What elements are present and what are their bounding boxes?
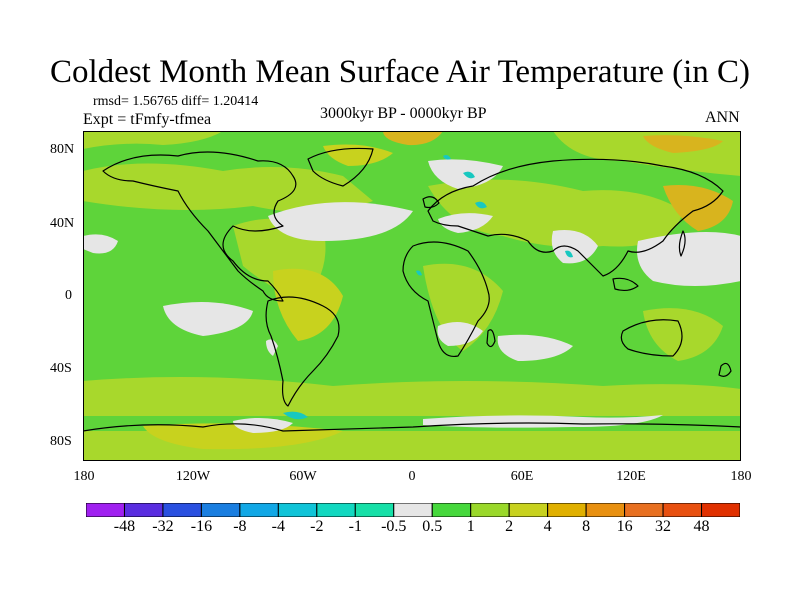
lon-label-180w: 180 — [73, 469, 95, 484]
neutral-anomaly-regions — [83, 159, 741, 433]
colorbar-label: 1 — [466, 518, 475, 535]
colorbar-label: -0.5 — [381, 518, 407, 535]
lon-label-180e: 180 — [730, 469, 752, 484]
colorbar-box — [316, 503, 356, 517]
colorbar-box — [123, 503, 164, 517]
colorbar-box — [277, 503, 318, 517]
colorbar-box — [470, 503, 510, 517]
coastlines — [83, 147, 741, 432]
colorbar-box — [624, 503, 664, 517]
colorbar-box — [547, 503, 587, 517]
colorbar-label: 2 — [505, 518, 514, 535]
colorbar-box — [508, 503, 549, 517]
colorbar-box — [354, 503, 395, 517]
map-frame — [83, 131, 741, 461]
colorbar-label: 48 — [693, 518, 710, 535]
colorbar-box — [239, 503, 279, 517]
colorbar-box — [431, 503, 472, 517]
lat-label-80n: 80N — [50, 142, 75, 157]
period-label: 3000kyr BP - 0000kyr BP — [320, 105, 487, 122]
colorbar-label: 0.5 — [422, 518, 443, 535]
colorbar-box — [585, 503, 626, 517]
lat-label-40n: 40N — [50, 216, 75, 231]
colorbar-label: 32 — [655, 518, 672, 535]
lon-label-0: 0 — [408, 469, 416, 484]
experiment-label: Expt = tFmfy-tfmea — [83, 111, 212, 128]
colorbar-box — [662, 503, 703, 517]
colorbar-box — [200, 503, 241, 517]
colorbar-label: -8 — [233, 518, 247, 535]
colorbar-label: -32 — [152, 518, 174, 535]
colorbar-box — [162, 503, 202, 517]
colorbar-label: -48 — [113, 518, 136, 535]
cool-anomaly-spots — [283, 155, 573, 420]
temperature-map — [83, 131, 741, 461]
lon-label-120e: 120E — [616, 469, 646, 484]
colorbar-label: -1 — [348, 518, 362, 535]
colorbar-label: -16 — [190, 518, 213, 535]
colorbar-box — [393, 503, 433, 517]
chart-title: Coldest Month Mean Surface Air Temperatu… — [50, 54, 750, 90]
lon-label-120w: 120W — [175, 469, 211, 484]
colorbar — [86, 503, 740, 517]
colorbar-label: 16 — [616, 518, 633, 535]
stats-text: rmsd= 1.56765 diff= 1.20414 — [93, 94, 259, 109]
season-label: ANN — [705, 109, 740, 126]
colorbar-box — [86, 503, 125, 517]
lat-label-0: 0 — [65, 288, 72, 303]
lon-label-60w: 60W — [289, 469, 317, 484]
colorbar-box — [701, 503, 740, 517]
colorbar-label: 4 — [543, 518, 552, 535]
colorbar-label: -4 — [271, 518, 285, 535]
lat-label-40s: 40S — [50, 361, 72, 376]
colorbar-label: -2 — [310, 518, 324, 535]
warm-anomaly-regions — [83, 131, 741, 461]
lon-label-60e: 60E — [510, 469, 534, 484]
colorbar-label: 8 — [582, 518, 591, 535]
lat-label-80s: 80S — [50, 434, 72, 449]
